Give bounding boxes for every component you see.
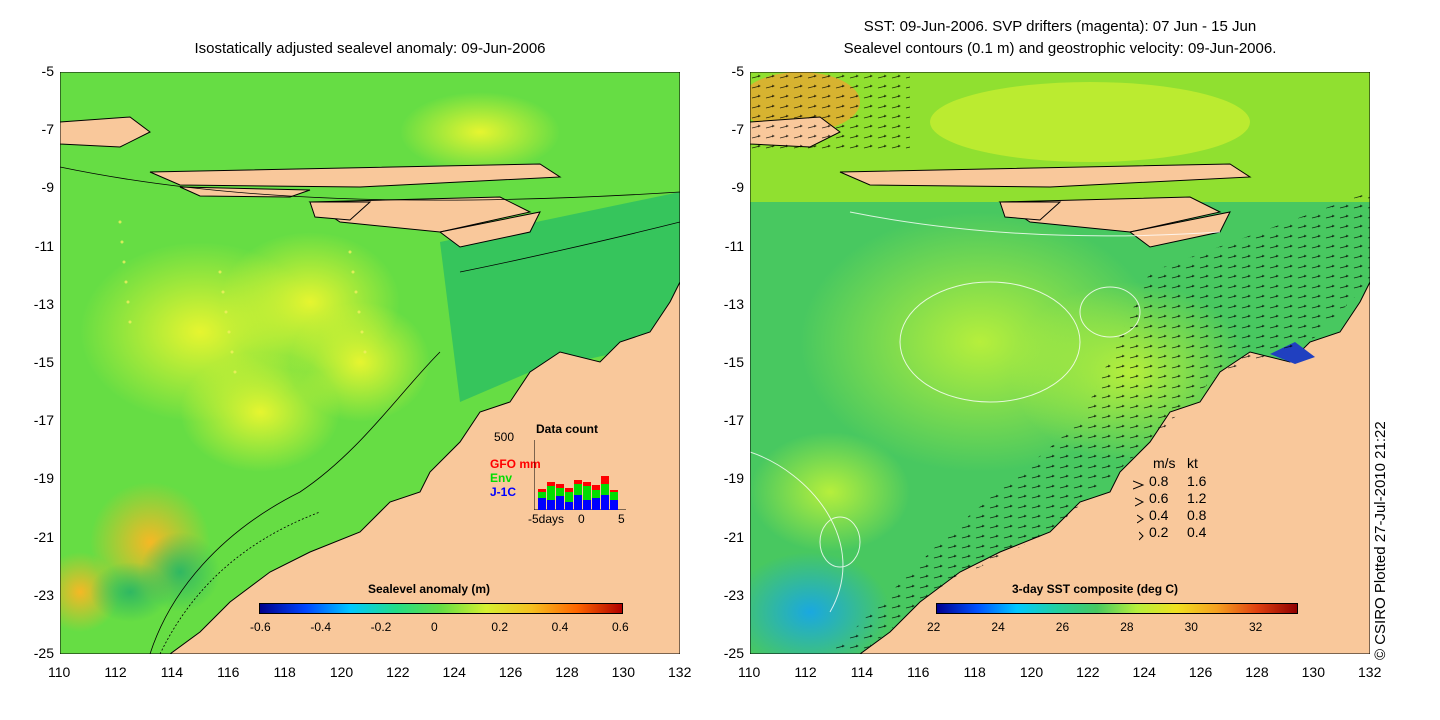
y-tick-label: -11 bbox=[724, 237, 744, 254]
data-count-bars bbox=[534, 440, 626, 510]
x-tick-label: 120 bbox=[1019, 664, 1044, 680]
colorbar-tick-label: 0.4 bbox=[551, 620, 569, 634]
y-tick-label: -9 bbox=[41, 179, 54, 196]
x-tick-label: 122 bbox=[1076, 664, 1100, 680]
data-count-x-right: 5 bbox=[618, 512, 625, 526]
velocity-arrow-icon bbox=[1138, 528, 1145, 546]
y-tick-label: -11 bbox=[34, 237, 54, 254]
left-map-title: Isostatically adjusted sealevel anomaly:… bbox=[194, 40, 546, 57]
right-map-title-line1: SST: 09-Jun-2006. SVP drifters (magenta)… bbox=[863, 18, 1257, 35]
colorbar-tick-label: 22 bbox=[927, 620, 941, 634]
colorbar-tick-label: 0 bbox=[431, 620, 438, 634]
x-tick-label: 112 bbox=[104, 664, 127, 680]
left-sealevel-map bbox=[60, 72, 680, 654]
y-tick-label: -5 bbox=[41, 63, 54, 79]
velocity-arrow-icon bbox=[1134, 494, 1145, 512]
velocity-ms-value: 0.4 bbox=[1149, 507, 1169, 523]
x-tick-label: 122 bbox=[386, 664, 410, 680]
x-tick-label: 116 bbox=[907, 664, 930, 680]
x-tick-label: 110 bbox=[48, 664, 71, 680]
y-tick-label: -15 bbox=[33, 354, 54, 370]
data-count-title: Data count bbox=[536, 422, 599, 436]
y-tick-label: -21 bbox=[723, 528, 744, 545]
velocity-kt-value: 0.4 bbox=[1187, 524, 1207, 540]
x-tick-label: 132 bbox=[1358, 664, 1382, 680]
colorbar-tick-label: 0.6 bbox=[612, 620, 629, 634]
right-colorbar-title: 3-day SST composite (deg C) bbox=[1012, 582, 1179, 596]
right-colorbar bbox=[936, 603, 1298, 614]
x-tick-label: 130 bbox=[1301, 664, 1325, 680]
copyright-text: © CSIRO Plotted 27-Jul-2010 21:22 bbox=[1372, 421, 1389, 660]
x-tick-label: 132 bbox=[668, 664, 692, 680]
y-tick-label: -9 bbox=[731, 179, 744, 196]
y-tick-label: -7 bbox=[731, 121, 744, 138]
data-count-inset: Data count 500 GFO mm Env J-1C -5days 0 … bbox=[490, 420, 640, 530]
colorbar-tick-label: 30 bbox=[1184, 620, 1198, 634]
right-map-title-line2: Sealevel contours (0.1 m) and geostrophi… bbox=[843, 40, 1277, 57]
velocity-kt-value: 0.8 bbox=[1187, 507, 1207, 523]
right-sst-map bbox=[750, 72, 1370, 654]
y-tick-label: -23 bbox=[33, 586, 54, 603]
x-tick-label: 112 bbox=[794, 664, 817, 680]
colorbar-tick-label: 28 bbox=[1120, 620, 1134, 634]
j1c-label: J-1C bbox=[490, 485, 517, 499]
y-tick-label: -7 bbox=[41, 121, 54, 138]
x-tick-label: 116 bbox=[217, 664, 240, 680]
env-label: Env bbox=[490, 471, 513, 485]
y-tick-label: -21 bbox=[33, 528, 54, 545]
y-tick-label: -17 bbox=[33, 412, 54, 429]
data-count-x-left: -5days bbox=[528, 512, 565, 526]
colorbar-tick-label: 24 bbox=[991, 620, 1005, 634]
colorbar-tick-label: 0.2 bbox=[491, 620, 509, 634]
x-tick-label: 124 bbox=[1132, 664, 1156, 680]
colorbar-tick-label: -0.2 bbox=[370, 620, 392, 634]
velocity-header-kt: kt bbox=[1187, 455, 1198, 471]
x-tick-label: 126 bbox=[498, 664, 523, 680]
y-tick-label: -25 bbox=[723, 645, 744, 661]
x-tick-label: 126 bbox=[1188, 664, 1213, 680]
y-tick-label: -25 bbox=[33, 645, 54, 661]
left-colorbar bbox=[259, 603, 623, 614]
gfo-label: GFO mm bbox=[490, 457, 541, 471]
velocity-ms-value: 0.8 bbox=[1149, 473, 1169, 489]
x-tick-label: 130 bbox=[611, 664, 635, 680]
x-tick-label: 110 bbox=[738, 664, 761, 680]
data-count-ymax: 500 bbox=[494, 430, 515, 444]
velocity-ms-value: 0.6 bbox=[1149, 490, 1169, 506]
velocity-arrow-icon bbox=[1136, 511, 1145, 529]
x-tick-label: 114 bbox=[850, 664, 874, 680]
x-tick-label: 128 bbox=[1245, 664, 1269, 680]
y-tick-label: -5 bbox=[731, 63, 744, 79]
x-tick-label: 128 bbox=[555, 664, 579, 680]
velocity-arrow-icon bbox=[1132, 477, 1145, 495]
velocity-header-ms: m/s bbox=[1153, 455, 1176, 471]
y-tick-label: -19 bbox=[723, 470, 744, 487]
x-tick-label: 118 bbox=[273, 664, 296, 680]
colorbar-tick-label: -0.6 bbox=[250, 620, 271, 634]
x-tick-label: 124 bbox=[442, 664, 466, 680]
colorbar-tick-label: 26 bbox=[1055, 620, 1070, 634]
y-tick-label: -13 bbox=[723, 295, 744, 312]
y-tick-label: -13 bbox=[33, 295, 54, 312]
colorbar-tick-label: 32 bbox=[1249, 620, 1263, 634]
y-tick-label: -15 bbox=[723, 354, 744, 370]
colorbar-tick-label: -0.4 bbox=[310, 620, 332, 634]
y-tick-label: -17 bbox=[723, 412, 744, 429]
data-count-x-mid: 0 bbox=[578, 512, 585, 526]
left-colorbar-title: Sealevel anomaly (m) bbox=[368, 582, 491, 596]
velocity-ms-value: 0.2 bbox=[1149, 524, 1169, 540]
x-tick-label: 118 bbox=[963, 664, 986, 680]
velocity-kt-value: 1.2 bbox=[1187, 490, 1207, 506]
y-tick-label: -23 bbox=[723, 586, 744, 603]
velocity-legend: m/s kt 0.8 1.6 0.6 1.2 0.4 0.8 0.2 0.4 bbox=[1125, 455, 1235, 545]
x-tick-label: 120 bbox=[329, 664, 354, 680]
y-tick-label: -19 bbox=[33, 470, 54, 487]
x-tick-label: 114 bbox=[160, 664, 184, 680]
velocity-kt-value: 1.6 bbox=[1187, 473, 1207, 489]
